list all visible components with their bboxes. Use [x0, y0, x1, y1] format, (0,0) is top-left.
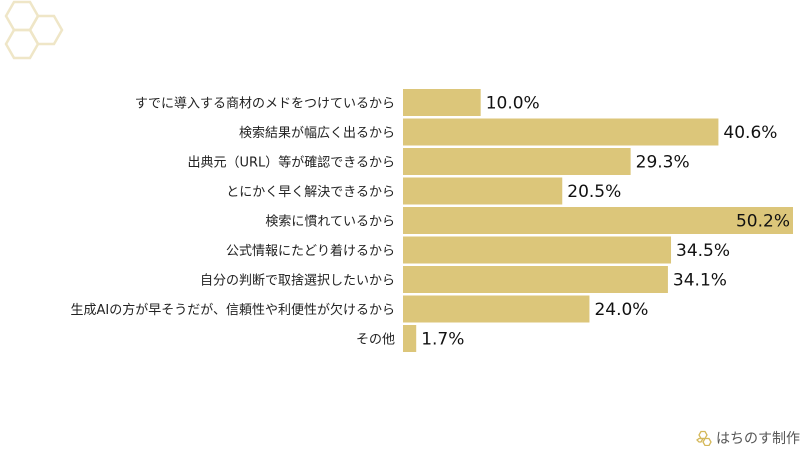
brand-name: はちのす制作 — [716, 431, 800, 447]
bar — [403, 266, 668, 293]
bar — [403, 89, 481, 116]
value-label: 40.6% — [723, 123, 777, 143]
value-label: 29.3% — [636, 153, 690, 173]
bar — [403, 236, 672, 264]
bar — [403, 177, 563, 205]
category-label: その他 — [356, 333, 395, 348]
value-label: 34.5% — [676, 241, 730, 261]
category-label: 出典元（URL）等が確認できるから — [187, 155, 395, 171]
category-label: 生成AIの方が早そうだが、信頼性や利便性が欠けるから — [71, 302, 395, 318]
bar — [403, 118, 719, 146]
bar — [403, 207, 793, 234]
hexagon-logo-icon — [696, 430, 712, 446]
bar — [403, 325, 417, 352]
value-label: 20.5% — [567, 182, 621, 202]
value-label: 34.1% — [673, 271, 727, 291]
value-label: 10.0% — [486, 94, 540, 114]
value-label: 24.0% — [594, 300, 648, 320]
value-label: 1.7% — [421, 330, 464, 350]
category-label: 検索に慣れているから — [265, 214, 395, 230]
category-label: とにかく早く解決できるから — [226, 185, 395, 200]
brand-footer: はちのす制作 — [696, 428, 800, 448]
bar — [403, 148, 631, 175]
honeycomb-decoration-icon — [4, 0, 64, 60]
value-label: 50.2% — [736, 212, 790, 232]
category-label: 公式情報にたどり着けるから — [226, 243, 395, 259]
bar — [403, 295, 590, 323]
category-label: 自分の判断で取捨選択したいから — [200, 273, 395, 289]
category-label: すでに導入する商材のメドをつけているから — [135, 97, 395, 112]
category-label: 検索結果が幅広く出るから — [239, 126, 395, 141]
